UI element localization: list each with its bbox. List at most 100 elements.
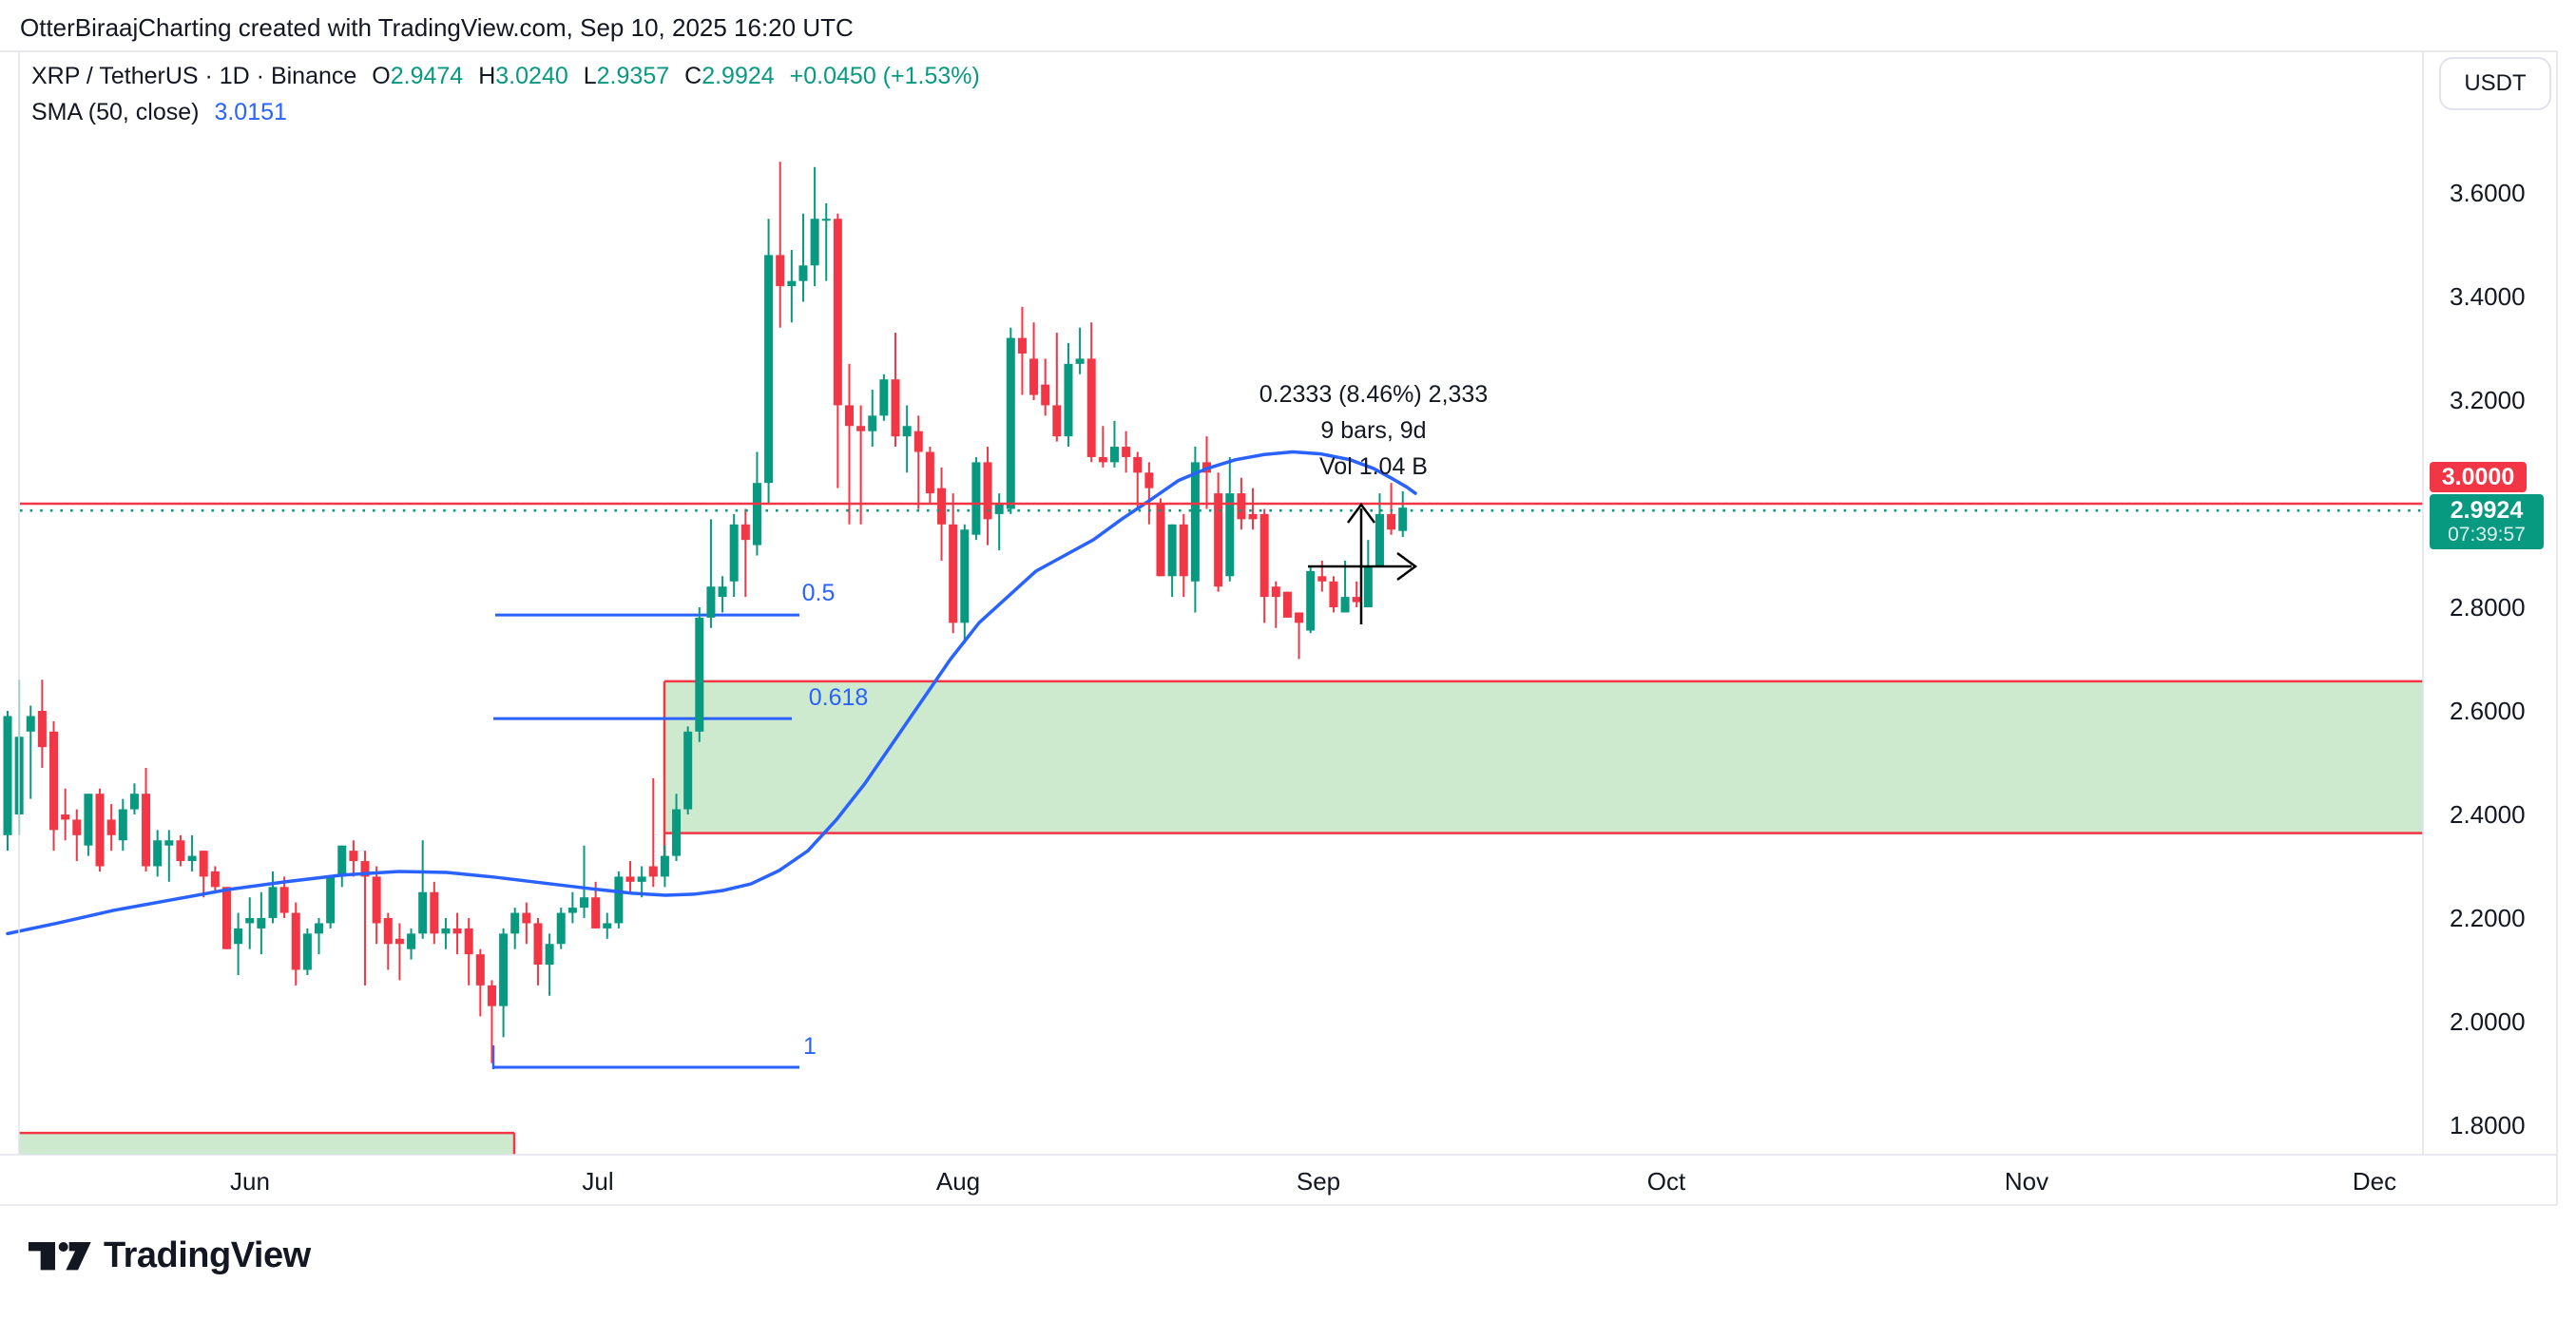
candle-body <box>614 876 624 924</box>
candle-body <box>695 617 704 732</box>
legend-sma-row: SMA (50, close) 3.0151 <box>31 99 980 135</box>
candle-body <box>1006 337 1015 509</box>
candle-body <box>1052 405 1062 437</box>
sma-label: SMA (50, close) <box>31 99 200 125</box>
candle-body <box>925 451 934 494</box>
candle-body <box>72 819 82 835</box>
candle-body <box>1122 447 1131 457</box>
candle-body <box>418 891 428 934</box>
candle-body <box>648 866 658 877</box>
candle-body <box>718 586 727 598</box>
candle-body <box>683 731 693 810</box>
fib-label-1: 1 <box>803 1033 817 1060</box>
chart-legend[interactable]: XRP / TetherUS · 1D · Binance O 2.9474 H… <box>31 63 980 135</box>
measure-text-line: 0.2333 (8.46%) 2,333 <box>1259 381 1488 408</box>
tradingview-logo-icon <box>29 1241 91 1270</box>
time-axis-label-Sep: Sep <box>1297 1167 1340 1196</box>
candle-body <box>49 731 59 831</box>
candle-body <box>1317 576 1327 582</box>
candle-body <box>257 918 266 929</box>
candle-body <box>106 819 116 835</box>
candle-body <box>153 840 163 867</box>
tradingview-logo-text: TradingView <box>104 1235 311 1275</box>
candle-body <box>1144 472 1154 488</box>
candle-body <box>221 887 231 949</box>
bar-countdown-text: 07:39:57 <box>2448 524 2526 546</box>
measure-text-line: Vol 1.04 B <box>1319 453 1428 480</box>
candle-body <box>1363 565 1373 607</box>
candle-body <box>142 794 151 867</box>
candle-body <box>464 928 473 955</box>
candle-body <box>1017 337 1027 354</box>
candle-body <box>522 912 531 924</box>
candle-body <box>176 840 185 862</box>
time-axis-label-Nov: Nov <box>2005 1167 2048 1196</box>
candle-body <box>1295 612 1304 623</box>
candle-body <box>1075 358 1085 364</box>
candle-body <box>1352 597 1361 603</box>
fib-label-0.5: 0.5 <box>802 580 836 606</box>
candle-body <box>591 897 601 929</box>
candle-body <box>1340 597 1350 613</box>
candle-body <box>752 483 761 546</box>
candle-body <box>1214 493 1223 587</box>
alert-price-text: 3.0000 <box>2441 463 2515 490</box>
candle-body <box>637 876 646 882</box>
candle-body <box>1109 447 1119 463</box>
currency-toggle-button[interactable]: USDT <box>2439 57 2551 110</box>
sma-value: 3.0151 <box>214 99 287 125</box>
candle-body <box>856 426 866 431</box>
candle-body <box>372 876 381 924</box>
low-value: 2.9357 <box>596 63 670 89</box>
price-axis-label: 1.8000 <box>2450 1111 2526 1139</box>
candlestick-series <box>3 162 1408 1063</box>
price-axis-label: 2.2000 <box>2450 904 2526 932</box>
candle-body <box>533 923 543 966</box>
candle-body <box>315 923 324 934</box>
candle-body <box>1133 456 1143 473</box>
tradingview-logo[interactable]: TradingView <box>29 1235 311 1276</box>
candle-body <box>949 524 958 623</box>
currency-button-label: USDT <box>2464 70 2527 96</box>
measure-right-arrowhead <box>1396 551 1418 582</box>
candle-body <box>1248 513 1258 520</box>
candle-body <box>510 912 520 934</box>
attribution-bar: OtterBiraajCharting created with Trading… <box>0 0 2576 51</box>
candle-body <box>1306 570 1316 631</box>
candle-body <box>349 851 358 862</box>
candle-body <box>913 431 923 452</box>
candle-body <box>37 711 47 748</box>
sma-line <box>6 450 1417 936</box>
candle-body <box>740 524 750 541</box>
candle-body <box>1282 591 1292 618</box>
candle-body <box>983 462 992 520</box>
candle-body <box>1329 581 1338 607</box>
candle-body <box>487 985 496 1006</box>
price-axis-label: 2.4000 <box>2450 800 2526 829</box>
candle-body <box>187 855 197 862</box>
attribution-text: OtterBiraajCharting created with Trading… <box>20 13 854 42</box>
candle-body <box>1398 507 1408 531</box>
candle-body <box>1041 384 1050 406</box>
candle-body <box>891 379 900 437</box>
candle-body <box>499 933 509 1006</box>
candle-body <box>394 938 404 945</box>
candle-body <box>937 488 947 525</box>
candle-body <box>268 887 278 918</box>
candle-body <box>556 912 566 945</box>
candle-body <box>810 219 819 266</box>
candle-body <box>1387 513 1396 530</box>
candle-body <box>245 918 255 924</box>
candle-body <box>1179 524 1188 577</box>
candle-body <box>960 529 970 623</box>
open-value: 2.9474 <box>390 63 464 89</box>
close-value: 2.9924 <box>702 63 775 89</box>
candle-body <box>199 851 208 877</box>
fib-label-0.618: 0.618 <box>809 684 869 711</box>
candle-body <box>3 716 12 835</box>
time-axis-label-Jun: Jun <box>230 1167 270 1196</box>
candle-body <box>1259 513 1269 598</box>
candle-body <box>279 887 289 913</box>
candle-body <box>95 794 105 867</box>
